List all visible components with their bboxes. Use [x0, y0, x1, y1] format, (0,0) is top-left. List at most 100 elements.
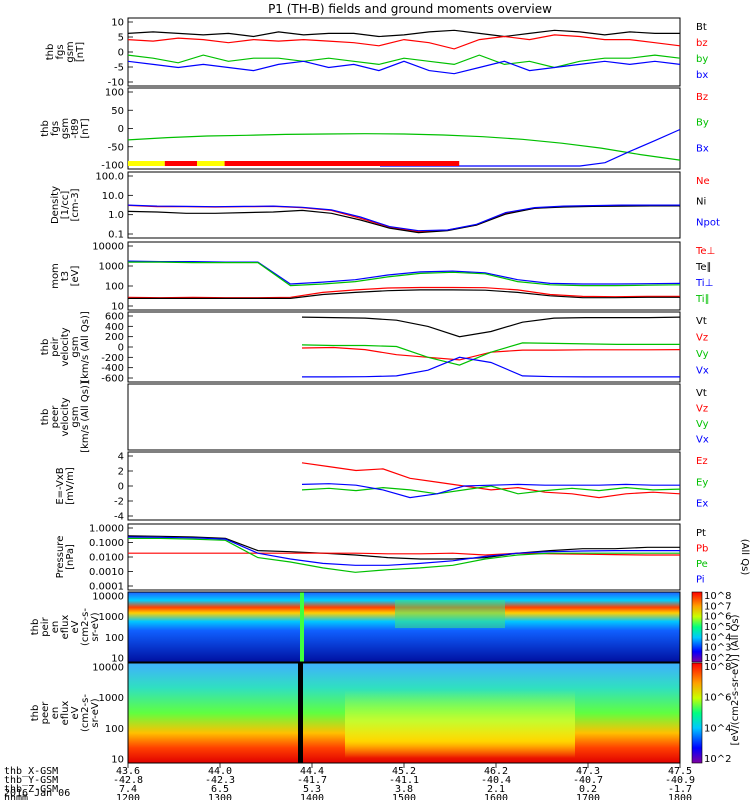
colorbar-tick-label: 10^4 — [704, 723, 731, 734]
series-line-Pt — [127, 535, 680, 560]
y-tick-label: 0 — [118, 48, 124, 59]
legend-entry: Vy — [696, 419, 709, 430]
x-tick-label: 47.3 — [576, 766, 600, 777]
y-axis-label: gsm — [60, 118, 71, 139]
legend-entry: Vx — [696, 435, 709, 446]
y-tick-label: 10 — [111, 755, 124, 766]
y-axis-label: [nT] — [80, 118, 91, 138]
series-line-Npot — [127, 204, 680, 232]
y-axis-label: sr-eV) — [90, 698, 101, 727]
legend-entry: Ey — [696, 477, 708, 488]
x-tick-label: -42.8 — [113, 775, 143, 786]
legend-entry: Pe — [696, 559, 708, 570]
series-line-Vy — [301, 342, 680, 366]
series-line-Ni — [127, 205, 680, 234]
colorbar-tick-label: 10^3 — [704, 643, 731, 654]
y-axis-label: eflux — [60, 615, 71, 640]
pressure-right-label: (All Qs) — [739, 539, 750, 576]
panel-density: 100.0 10.0 1.0 0.1 Density [1/cc] [cm-3] Ne Ni Np… — [50, 171, 720, 241]
panel-frame — [127, 523, 681, 591]
panel-fgs: 10 5 0 -5 -10 thb fgs gsm [nT] Bt bz by bx — [45, 17, 708, 89]
colorbar-tick-label: 10^7 — [704, 601, 731, 612]
series-line-Ti∥ — [128, 261, 681, 287]
electron-colorbar — [691, 662, 703, 764]
x-tick-label: 1700 — [576, 793, 600, 800]
ion-colorbar — [691, 591, 703, 663]
panel-peer-velocity: thb peer velocity gsm [km/s (All Qs)] Vt Vz Vy V… — [40, 381, 709, 453]
panel-frame — [127, 241, 681, 311]
colorbar-tick-label: 10^6 — [704, 693, 731, 704]
legend-entry: Ti⊥ — [695, 278, 713, 289]
y-tick-label: 1000 — [99, 262, 124, 273]
legend-entry: Vz — [696, 333, 708, 344]
y-axis-label: [eV] — [70, 266, 81, 287]
legend-entry: Vz — [696, 404, 708, 415]
y-tick-label: -50 — [108, 142, 124, 153]
x-tick-label: 6.5 — [211, 784, 229, 795]
legend-entry: bz — [696, 38, 708, 49]
y-tick-label: 0.0100 — [89, 553, 124, 564]
x-tick-label: 1300 — [208, 793, 232, 800]
status-bar-segment — [197, 161, 225, 166]
x-tick-label: 46.2 — [484, 766, 508, 777]
y-tick-label: 100 — [105, 282, 124, 293]
y-tick-label: 0 — [118, 124, 124, 135]
y-axis-label: E=-VxB — [55, 467, 66, 504]
y-tick-label: 5 — [118, 33, 124, 44]
series-line-Vz — [301, 346, 681, 361]
panel-frame — [127, 17, 681, 87]
legend-entry: Te⊥ — [695, 246, 715, 257]
y-tick-label: 0 — [118, 343, 124, 354]
date-label: 2016 Jan 06 — [4, 788, 70, 799]
legend-entry: Vt — [696, 316, 707, 327]
status-bar-segment — [224, 161, 460, 166]
y-axis-label: thb — [40, 120, 51, 137]
y-tick-label: 10 — [111, 302, 124, 313]
y-axis-label: eflux — [60, 701, 71, 726]
series-line-Ex — [301, 483, 680, 499]
series-line-Ez — [301, 462, 681, 499]
series-line-Vx — [302, 356, 680, 378]
legend-entry: Ti∥ — [695, 294, 710, 305]
legend-entry: Pt — [696, 528, 706, 539]
y-axis-label: [mV/m] — [65, 467, 76, 505]
y-axis-label: en — [50, 707, 61, 720]
panel-frame — [127, 311, 681, 383]
panel-mom-temperature: 10000 1000 100 10 mom t3 [eV] Te⊥ Te∥ Ti⊥ Ti∥ — [50, 241, 715, 313]
y-tick-label: -4 — [114, 512, 124, 523]
y-tick-label: 0 — [118, 482, 124, 493]
x-tick-label: -40.4 — [481, 775, 511, 786]
status-bar-segment — [164, 161, 197, 166]
x-row-label: thb_X-GSM — [4, 766, 58, 777]
series-line-Te∥ — [128, 289, 680, 299]
y-axis-label: gsm — [65, 41, 76, 62]
legend-entry: Ez — [696, 456, 708, 467]
y-axis-label: [nT] — [75, 42, 86, 62]
x-tick-label: -41.7 — [297, 775, 327, 786]
y-tick-label: 1000 — [99, 693, 124, 704]
y-tick-label: -100 — [101, 161, 124, 172]
y-axis-label: fgs — [50, 121, 61, 136]
y-axis-label: peir — [40, 616, 51, 636]
y-axis-label: thb — [40, 409, 51, 426]
y-tick-label: 100 — [105, 724, 124, 735]
y-axis-label: eV — [70, 620, 81, 633]
y-tick-label: 10 — [111, 654, 124, 665]
series-line-Bt — [127, 29, 680, 38]
y-axis-label: mom — [50, 263, 61, 289]
x-tick-label: 45.2 — [392, 766, 416, 777]
y-tick-label: 0.1000 — [89, 538, 124, 549]
y-tick-label: 4 — [118, 452, 124, 463]
y-axis-label: velocity — [60, 327, 71, 366]
legend-entry: Bx — [696, 143, 709, 154]
y-tick-label: -2 — [114, 497, 124, 508]
colorbar-tick-label: 10^5 — [704, 622, 731, 633]
x-tick-label: 1600 — [484, 793, 508, 800]
x-tick-label: -41.1 — [389, 775, 419, 786]
x-tick-label: 43.6 — [116, 766, 140, 777]
y-axis-label: thb — [30, 705, 41, 722]
y-axis-label: eV — [70, 706, 81, 719]
y-tick-label: 10000 — [92, 242, 124, 253]
y-tick-label: 1.0 — [108, 210, 124, 221]
